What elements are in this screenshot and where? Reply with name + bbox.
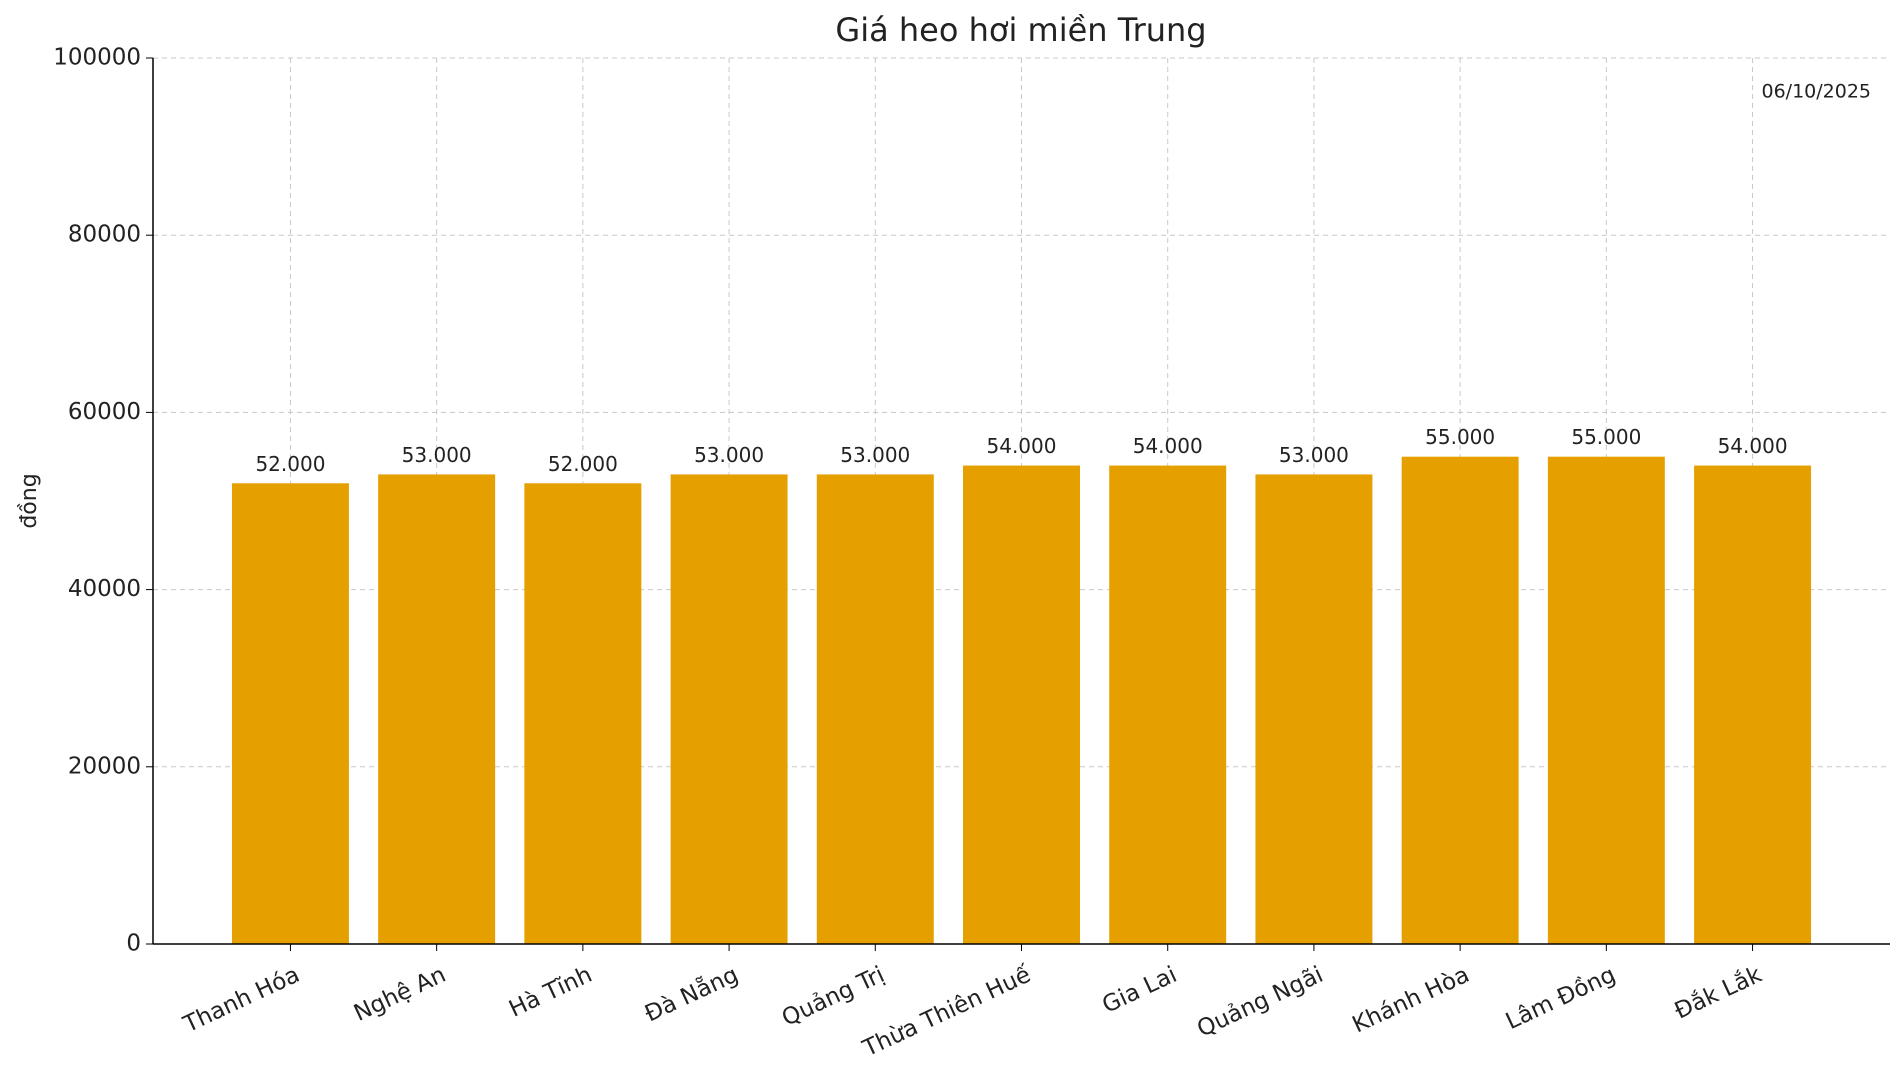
bar	[524, 483, 642, 944]
bar	[1547, 456, 1665, 944]
bar	[670, 474, 788, 944]
data-label: 53.000	[402, 443, 472, 467]
bar	[963, 465, 1080, 944]
x-tick-label: Khánh Hòa	[1349, 962, 1474, 1039]
x-tick-label: Thừa Thiên Huế	[858, 961, 1035, 1062]
data-label: 52.000	[255, 452, 325, 476]
x-tick-label: Đà Nẵng	[640, 960, 742, 1028]
data-label: 53.000	[840, 443, 910, 467]
x-tick-label: Hà Tĩnh	[505, 962, 596, 1023]
data-label: 55.000	[1425, 425, 1495, 449]
data-label: 54.000	[1718, 434, 1788, 458]
bar	[1694, 465, 1812, 944]
x-tick-label: Gia Lai	[1098, 962, 1181, 1019]
data-label: 53.000	[1279, 443, 1349, 467]
bar	[1255, 474, 1373, 944]
x-tick-label: Quảng Trị	[778, 962, 888, 1032]
y-tick-label: 100000	[53, 45, 141, 71]
data-label: 52.000	[548, 452, 618, 476]
y-tick-label: 60000	[68, 399, 141, 425]
y-tick-label: 20000	[68, 753, 141, 779]
bar	[1109, 465, 1227, 944]
y-tick-label: 80000	[68, 222, 141, 248]
chart-title: Giá heo hơi miền Trung	[835, 11, 1206, 49]
bar	[231, 483, 349, 944]
x-tick-label: Quảng Ngãi	[1193, 962, 1327, 1043]
data-label: 54.000	[1133, 434, 1203, 458]
data-label: 55.000	[1571, 425, 1641, 449]
bar	[1401, 456, 1519, 944]
x-tick-label: Thanh Hóa	[179, 962, 304, 1039]
x-tick-label: Nghệ An	[350, 962, 450, 1027]
y-axis-label: đồng	[17, 473, 42, 528]
bar	[816, 474, 934, 944]
y-tick-label: 0	[126, 931, 141, 957]
x-tick-label: Lâm Đồng	[1502, 962, 1620, 1035]
x-tick-label: Đắk Lắk	[1670, 961, 1766, 1025]
data-label: 53.000	[694, 443, 764, 467]
y-tick-label: 40000	[68, 576, 141, 602]
data-label: 54.000	[987, 434, 1057, 458]
bar	[378, 474, 496, 944]
date-annotation: 06/10/2025	[1761, 81, 1871, 103]
